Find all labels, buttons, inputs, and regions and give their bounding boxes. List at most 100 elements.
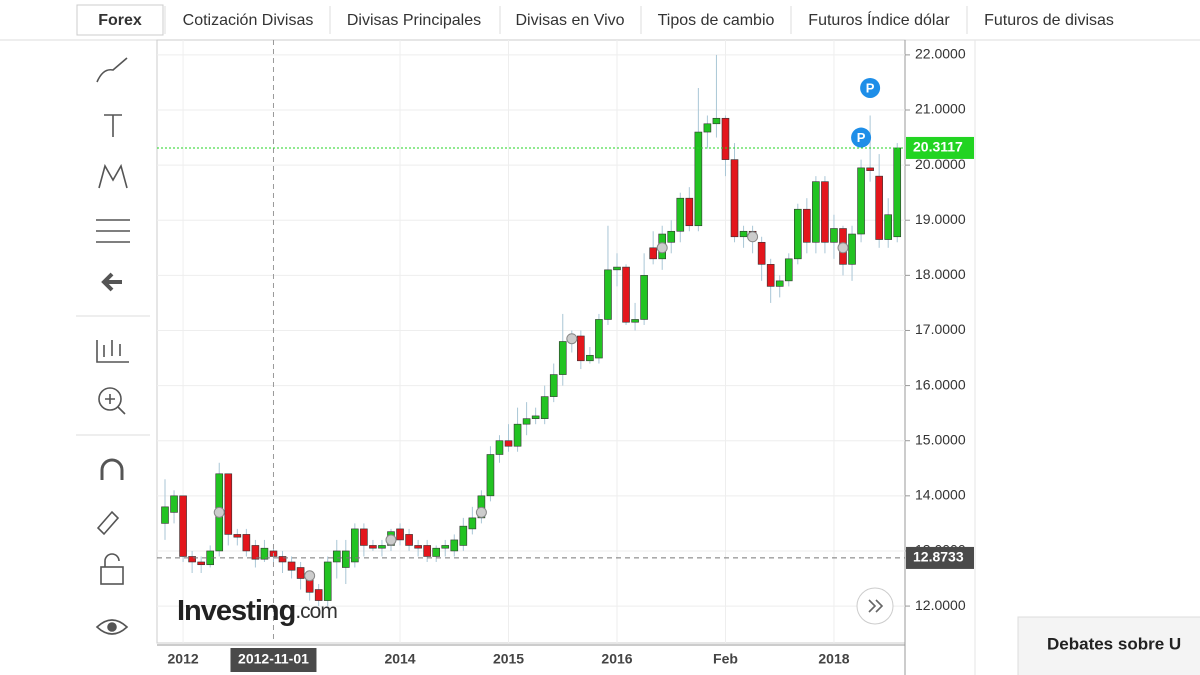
badge[interactable] [860, 77, 881, 98]
candle-body [775, 280, 784, 287]
candle-body [341, 550, 350, 568]
candle-body [432, 547, 441, 557]
pattern-icon[interactable] [98, 163, 128, 189]
lock-draw-icon[interactable] [96, 510, 120, 536]
candle-body [170, 495, 178, 513]
plot-area [156, 39, 906, 644]
candle-body [866, 167, 874, 171]
candle-body [739, 230, 748, 238]
event-marker[interactable] [304, 570, 316, 582]
eye-icon[interactable] [95, 619, 129, 635]
last-price-box [906, 136, 974, 159]
badge-label: P [866, 80, 875, 95]
candle-body [812, 181, 820, 243]
candle-body [242, 534, 251, 552]
candle-body [540, 396, 549, 419]
event-marker[interactable] [213, 506, 225, 518]
y-tick-label: 17.0000 [915, 321, 966, 337]
unlock-icon[interactable] [100, 566, 124, 585]
y-tick-label: 20.0000 [915, 156, 966, 172]
candle-body [233, 534, 242, 538]
last-price-label: 20.3117 [913, 139, 963, 155]
x-tick-label: Feb [713, 651, 738, 667]
active-tab[interactable]: Forex [98, 12, 142, 29]
candle-body [504, 440, 513, 447]
candle-body [260, 547, 269, 560]
toolbar-icons [95, 57, 130, 635]
x-tick-label: 2018 [818, 651, 849, 667]
y-tick-label: 12.0000 [915, 597, 966, 613]
fib-icon[interactable] [96, 219, 130, 243]
badge[interactable] [851, 127, 872, 148]
candle-body [586, 354, 594, 362]
tab[interactable]: Divisas Principales [347, 12, 481, 29]
candle-body [857, 167, 865, 235]
candle-body [188, 556, 196, 563]
candle-body [803, 208, 811, 243]
active-tab-box [76, 4, 164, 36]
candle-body [884, 214, 893, 240]
candle-body [197, 561, 205, 566]
candle-body [830, 228, 838, 243]
y-tick-label: 19.0000 [915, 211, 966, 227]
candle-body [558, 341, 567, 375]
badge-label: P [857, 130, 866, 145]
brush-icon[interactable] [96, 57, 128, 83]
debates-text[interactable]: Debates sobre U [1047, 634, 1181, 653]
crosshair-label: 12.8733 [913, 549, 964, 565]
y-tick-label: 16.0000 [915, 376, 966, 392]
candle-body [441, 545, 450, 549]
candle-body [694, 131, 703, 227]
candle-body [703, 123, 712, 133]
tab[interactable]: Futuros Índice dólar [808, 10, 950, 29]
candle-body [332, 550, 341, 563]
candle-body [595, 319, 603, 359]
candle-body [486, 454, 495, 497]
candle-body [793, 208, 802, 260]
event-marker[interactable] [837, 242, 849, 254]
candle-body [848, 233, 856, 265]
candle-body [423, 545, 431, 557]
event-marker[interactable] [385, 534, 397, 546]
debates-box[interactable] [1017, 616, 1200, 675]
zoom-icon[interactable] [98, 387, 122, 411]
tab[interactable]: Cotización Divisas [183, 12, 314, 29]
tab[interactable]: Tipos de cambio [658, 12, 775, 29]
text-icon[interactable] [104, 114, 122, 137]
candle-body [549, 374, 558, 397]
tab-bar [0, 0, 1200, 40]
candle-body [378, 545, 386, 549]
candle-body [640, 275, 648, 320]
magnet-icon[interactable] [100, 458, 124, 480]
tab[interactable]: Divisas en Vivo [515, 12, 624, 29]
candle-body [513, 423, 522, 447]
event-marker[interactable] [566, 333, 578, 345]
candle-body [784, 258, 793, 282]
y-tick-label: 18.0000 [915, 266, 966, 282]
event-marker[interactable] [747, 231, 759, 243]
candle-body [730, 159, 739, 238]
candle-body [323, 561, 332, 601]
candle-body [667, 230, 676, 243]
candle-body [577, 335, 585, 362]
candle-body [757, 241, 766, 265]
tab[interactable]: Futuros de divisas [984, 12, 1114, 29]
candle-body [821, 181, 829, 243]
candle-body [604, 269, 612, 320]
toolbar [76, 41, 150, 675]
logo-suffix: .com [295, 600, 337, 623]
indicators-icon[interactable] [96, 340, 129, 363]
event-marker[interactable] [475, 506, 487, 518]
candle-body [613, 266, 621, 271]
back-icon[interactable] [101, 272, 122, 292]
y-tick-label: 21.0000 [915, 101, 966, 117]
candle-body [522, 418, 531, 425]
event-marker[interactable] [656, 242, 668, 254]
candle-body [414, 545, 422, 549]
candle-body [369, 545, 377, 549]
candle-body [459, 525, 468, 546]
candle-body [685, 197, 694, 227]
candle-body [179, 495, 187, 557]
